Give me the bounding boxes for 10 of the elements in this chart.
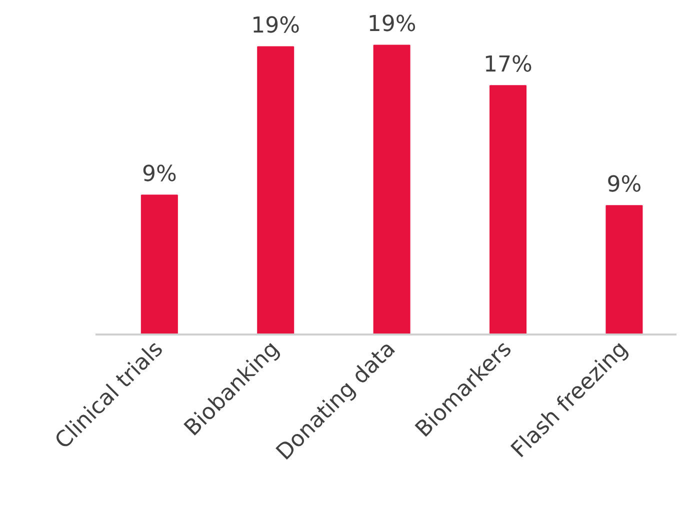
data-label: 9%: [606, 172, 642, 198]
bar: [490, 85, 527, 334]
bar: [257, 46, 294, 334]
bar: [606, 205, 643, 334]
data-label: 9%: [142, 162, 177, 188]
data-label: 19%: [367, 12, 416, 38]
bar: [373, 44, 410, 334]
bar: [140, 194, 178, 334]
data-label: 17%: [484, 52, 532, 78]
data-label: 19%: [251, 14, 300, 39]
